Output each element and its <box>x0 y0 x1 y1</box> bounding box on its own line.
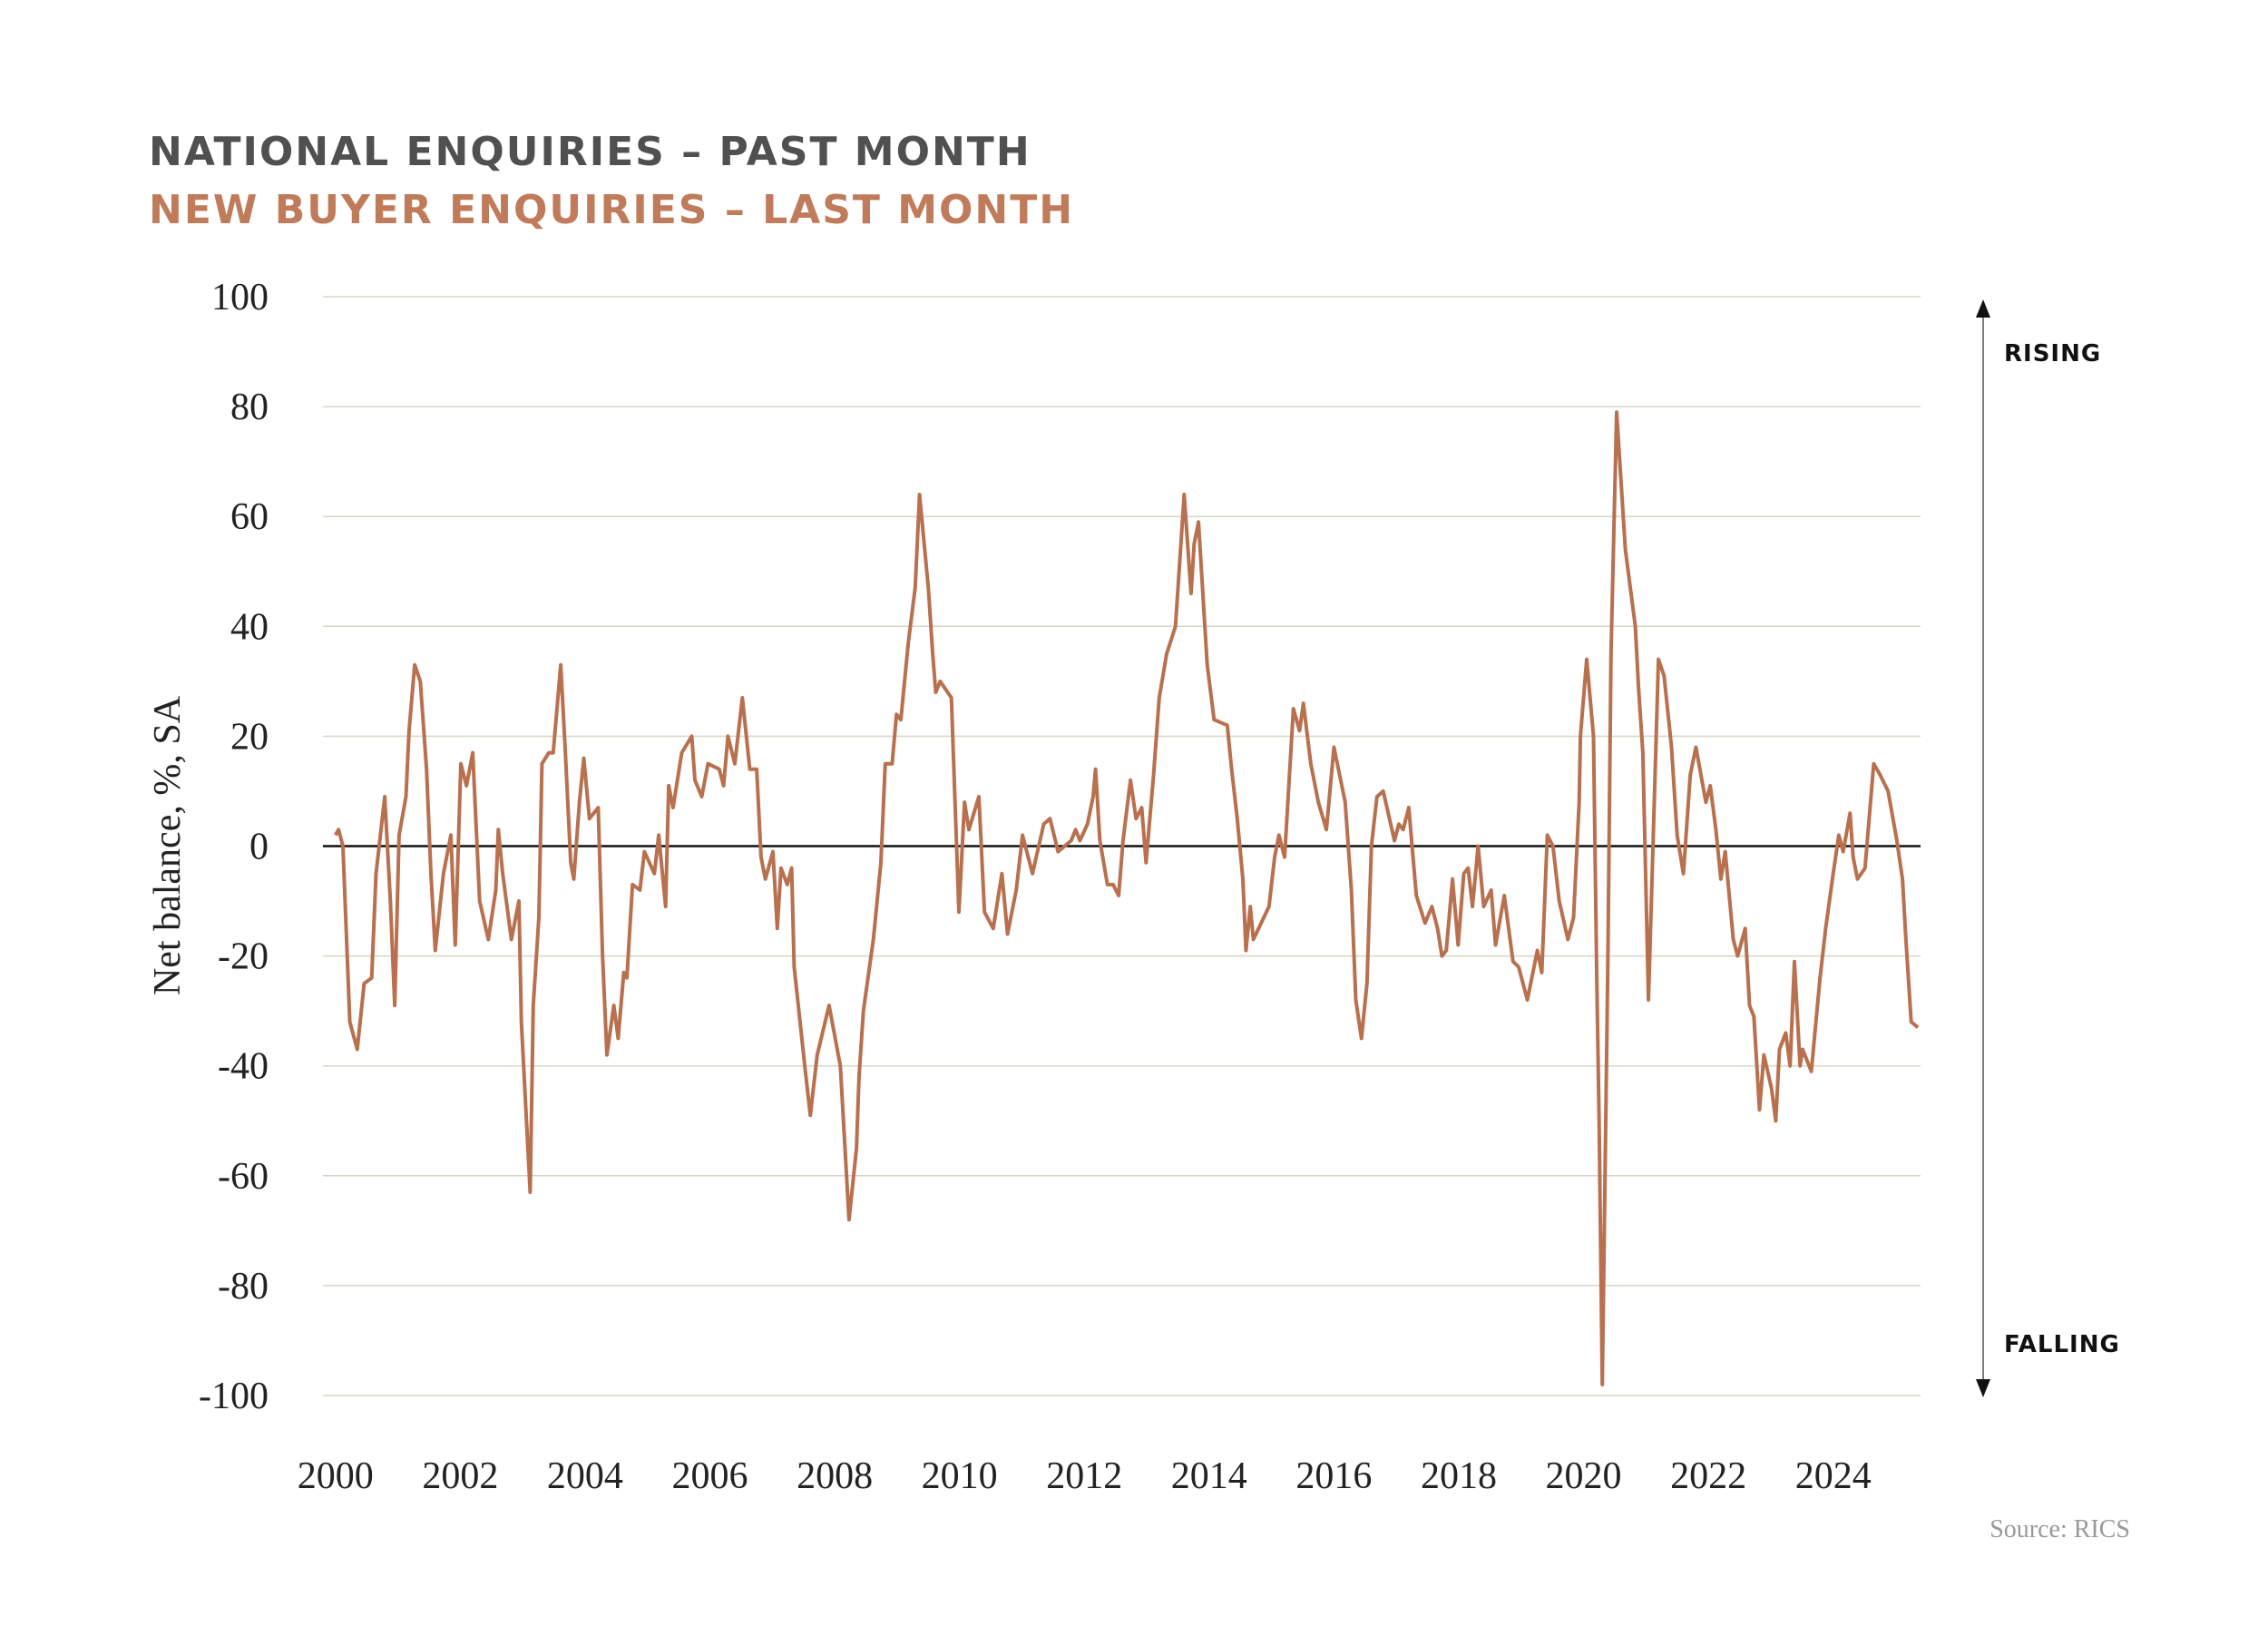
chart-title: NATIONAL ENQUIRIES – PAST MONTH <box>149 129 1031 175</box>
chart-subtitle: NEW BUYER ENQUIRIES – LAST MONTH <box>149 187 1074 233</box>
y-tick-label: 40 <box>230 606 269 648</box>
x-tick-label: 2014 <box>1171 1455 1247 1497</box>
y-tick-label: 20 <box>230 716 269 758</box>
x-tick-label: 2010 <box>922 1455 998 1497</box>
x-tick-label: 2022 <box>1670 1455 1746 1497</box>
source: Source: RICS <box>1989 1515 2130 1543</box>
y-tick-label: -40 <box>218 1046 269 1088</box>
y-axis-label: Net balance, %, SA <box>147 695 189 995</box>
x-tick-label: 2018 <box>1421 1455 1497 1497</box>
annotation: FALLING <box>2004 1331 2120 1358</box>
y-tick-label: 80 <box>230 387 269 428</box>
y-tick-label: 100 <box>211 277 269 318</box>
y-tick-label: 0 <box>249 827 269 868</box>
arrow-head <box>1976 1379 1990 1397</box>
x-tick-label: 2024 <box>1795 1455 1872 1497</box>
arrow-head <box>1976 299 1990 318</box>
x-tick-label: 2008 <box>797 1455 873 1497</box>
x-tick-label: 2012 <box>1046 1455 1122 1497</box>
x-tick-label: 2016 <box>1295 1455 1372 1497</box>
annotation: RISING <box>2004 340 2101 367</box>
y-tick-label: -60 <box>218 1156 269 1198</box>
y-tick-label: -80 <box>218 1266 269 1308</box>
x-tick-label: 2006 <box>671 1455 748 1497</box>
x-tick-label: 2000 <box>298 1455 374 1497</box>
data-line <box>334 410 1920 1386</box>
x-tick-label: 2020 <box>1546 1455 1622 1497</box>
x-tick-label: 2004 <box>547 1455 623 1497</box>
x-tick-label: 2002 <box>422 1455 498 1497</box>
y-tick-label: -20 <box>218 936 269 978</box>
y-tick-label: -100 <box>199 1376 269 1417</box>
y-tick-label: 60 <box>230 496 269 538</box>
